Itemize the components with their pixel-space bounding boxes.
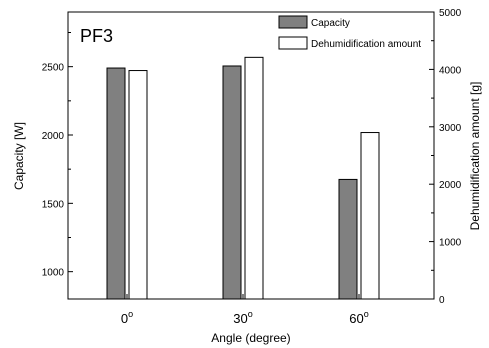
left-tick-label-1500: 1500 — [42, 199, 65, 210]
bars-layer — [106, 56, 380, 300]
bar-dehumidification-60 — [360, 132, 380, 300]
x-tick-label-30: 30o — [233, 309, 252, 326]
legend-label-dehumidification: Dehumidification amount — [311, 39, 421, 50]
bar-dehumidification-0 — [128, 70, 148, 300]
bar-capacity-30 — [222, 65, 242, 300]
bar-capacity-60 — [338, 178, 358, 300]
left-tick-label-1000: 1000 — [42, 268, 65, 279]
bar-dehumidification-30 — [244, 56, 264, 300]
y-axis-label: Capacity [W] — [12, 122, 26, 190]
right-tick-label-1000: 1000 — [439, 238, 462, 249]
legend-swatch-dehumidification — [278, 36, 308, 50]
y2-axis-label: Dehumidification amount [g] — [468, 82, 482, 231]
legend-label-capacity: Capacity — [311, 18, 350, 29]
chart-title: PF3 — [80, 26, 113, 46]
legend: Capacity Dehumidification amount — [278, 15, 421, 50]
x-tick-label-60: 60o — [349, 309, 368, 326]
right-axis: 0 1000 2000 3000 4000 5000 — [429, 8, 462, 306]
left-tick-label-2000: 2000 — [42, 131, 65, 142]
right-tick-label-2000: 2000 — [439, 180, 462, 191]
legend-swatch-capacity — [278, 15, 308, 29]
right-tick-label-3000: 3000 — [439, 123, 462, 134]
left-tick-label-2500: 2500 — [42, 63, 65, 74]
right-tick-label-0: 0 — [439, 295, 445, 306]
x-tick-label-0: 0o — [121, 309, 133, 326]
x-axis-label: Angle (degree) — [211, 331, 290, 345]
left-axis: 1000 1500 2000 2500 — [42, 32, 73, 279]
right-tick-label-5000: 5000 — [439, 8, 462, 19]
right-tick-label-4000: 4000 — [439, 65, 462, 76]
bar-capacity-0 — [106, 67, 126, 300]
